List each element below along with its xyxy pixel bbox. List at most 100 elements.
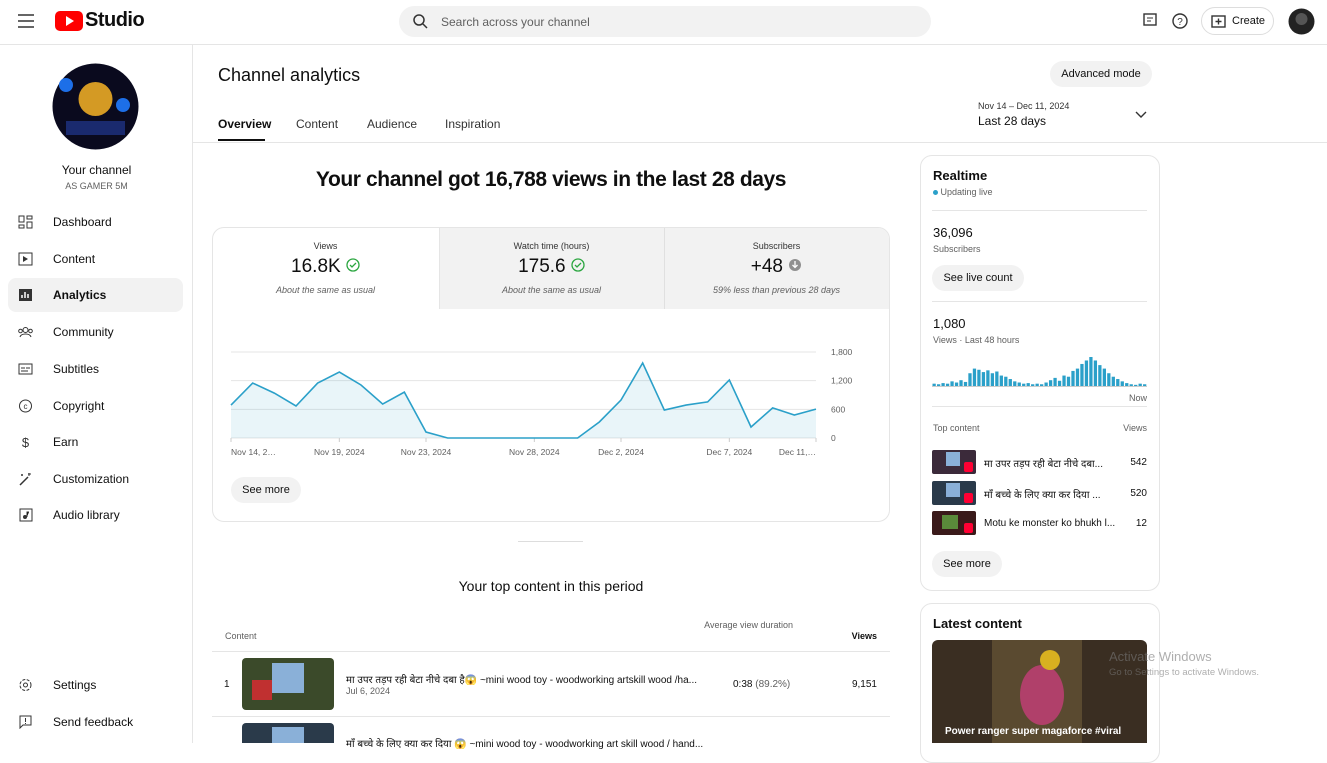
nav-item[interactable]: Community — [8, 315, 183, 349]
metric-label[interactable]: Views — [313, 241, 338, 251]
date-range[interactable]: Nov 14 – Dec 11, 2024 — [978, 101, 1070, 111]
nav-item[interactable]: $ Earn — [8, 425, 183, 459]
metric-note: 59% less than previous 28 days — [712, 285, 841, 295]
y-tick-label: 1,200 — [831, 376, 853, 386]
nav-item[interactable]: Send feedback — [8, 705, 183, 739]
area-fill — [231, 362, 816, 438]
bar — [954, 382, 959, 386]
duration: 0:38 (89.2%) — [733, 679, 790, 690]
metric-value-text: 16.8K — [291, 256, 341, 277]
search-box[interactable]: Search across your channel — [399, 6, 931, 37]
bar — [1102, 368, 1106, 386]
messages-icon[interactable] — [1143, 13, 1157, 28]
metric-value: 175.6 — [439, 256, 664, 278]
svg-text:$: $ — [22, 435, 30, 449]
video-thumbnail[interactable] — [242, 658, 334, 710]
search-placeholder: Search across your channel — [441, 15, 590, 29]
bar — [986, 370, 990, 386]
tab[interactable]: Audience — [367, 117, 418, 131]
bar — [1022, 383, 1026, 386]
column-header: Views — [1123, 423, 1147, 433]
subscriber-count: 36,096 — [933, 225, 973, 240]
nav-icon — [19, 715, 32, 729]
channel-avatar[interactable] — [52, 63, 139, 150]
nav-item[interactable]: Audio library — [8, 498, 183, 532]
bar — [1026, 383, 1030, 386]
video-title[interactable]: Motu ke monster ko bhukh l... — [984, 518, 1116, 529]
video-thumbnail[interactable] — [932, 481, 976, 505]
bar — [968, 373, 972, 386]
bar — [1048, 380, 1053, 386]
dropdown-icon[interactable] — [1135, 111, 1147, 119]
divider — [664, 228, 665, 309]
date-period[interactable]: Last 28 days — [978, 114, 1047, 128]
latest-title[interactable]: Power ranger super magaforce #viral — [945, 726, 1122, 737]
logo-icon[interactable] — [55, 11, 83, 31]
nav-item[interactable]: Subtitles — [8, 352, 183, 386]
tab[interactable]: Content — [296, 117, 339, 131]
video-thumbnail[interactable] — [932, 450, 976, 474]
x-tick-label: Dec 7, 2024 — [706, 447, 752, 457]
nav-item[interactable]: Settings — [8, 668, 183, 702]
account-avatar[interactable] — [1288, 8, 1315, 35]
views-label: Views · Last 48 hours — [933, 335, 1020, 345]
advanced-mode-button[interactable]: Advanced mode — [1050, 61, 1152, 87]
bar — [1134, 384, 1138, 386]
see-more-button[interactable]: See more — [231, 477, 301, 503]
column-header: Average view duration — [704, 620, 793, 630]
nav-label: Dashboard — [53, 215, 112, 229]
watermark-title: Activate Windows — [1109, 649, 1212, 664]
metric-value: +48 — [664, 256, 889, 278]
bar — [963, 381, 968, 386]
live-count-button[interactable]: See live count — [932, 265, 1024, 291]
check-icon — [571, 258, 585, 272]
nav-label: Community — [53, 325, 114, 339]
video-title[interactable]: माँ बच्चे के लिए क्या कर दिया ... — [984, 490, 1101, 501]
logo-text[interactable]: Studio — [85, 9, 145, 31]
bar — [1089, 357, 1093, 386]
video-thumbnail[interactable] — [932, 511, 976, 535]
x-tick-label: Nov 23, 2024 — [401, 447, 452, 457]
bar — [981, 372, 986, 386]
section-title: Your top content in this period — [458, 578, 644, 594]
nav-item[interactable]: Customization — [8, 462, 183, 496]
bar — [1116, 379, 1120, 386]
bar — [1138, 383, 1142, 386]
see-more-button[interactable]: See more — [932, 551, 1002, 577]
video-title[interactable]: मा उपर तड़प रही बेटा नीचे दबा... — [984, 459, 1103, 470]
nav-label: Analytics — [53, 288, 107, 302]
bar — [941, 383, 945, 386]
latest-thumbnail[interactable] — [932, 640, 1147, 743]
nav-item[interactable]: Dashboard — [8, 205, 183, 239]
realtime-chart — [932, 357, 1147, 387]
video-thumbnail[interactable] — [242, 723, 334, 743]
headline: Your channel got 16,788 views in the las… — [315, 168, 787, 191]
bar — [972, 368, 977, 386]
bar — [1013, 381, 1017, 386]
bar — [1075, 368, 1080, 386]
column-header: Top content — [933, 423, 980, 433]
bar — [1004, 376, 1008, 386]
x-tick-label: Nov 19, 2024 — [314, 447, 365, 457]
metric-label[interactable]: Subscribers — [752, 241, 801, 251]
video-title[interactable]: माँ बच्चे के लिए क्या कर दिया 😱 ~mini wo… — [346, 739, 704, 750]
tab[interactable]: Overview — [218, 117, 272, 131]
x-tick-label: Nov 14, 2… — [231, 447, 276, 457]
create-button[interactable]: Create — [1201, 7, 1274, 35]
help-icon[interactable]: ? — [1172, 13, 1188, 29]
bar — [999, 375, 1003, 386]
nav-label: Send feedback — [53, 715, 134, 729]
tab-underline — [218, 139, 265, 141]
bar — [945, 383, 950, 386]
channel-title: Your channel — [61, 163, 132, 177]
card-title: Latest content — [933, 616, 1022, 631]
nav-item[interactable]: c Copyright — [8, 389, 183, 423]
nav-item[interactable]: Analytics — [8, 278, 183, 312]
nav-item[interactable]: Content — [8, 242, 183, 276]
video-title[interactable]: मा उपर तड़प रही बेटा नीचे दबा है😱 ~mini … — [346, 675, 698, 686]
tab[interactable]: Inspiration — [445, 117, 501, 131]
views-value: 542 — [1130, 457, 1147, 468]
page-title: Channel analytics — [218, 65, 361, 85]
menu-icon[interactable] — [18, 14, 34, 28]
metric-label[interactable]: Watch time (hours) — [513, 241, 590, 251]
